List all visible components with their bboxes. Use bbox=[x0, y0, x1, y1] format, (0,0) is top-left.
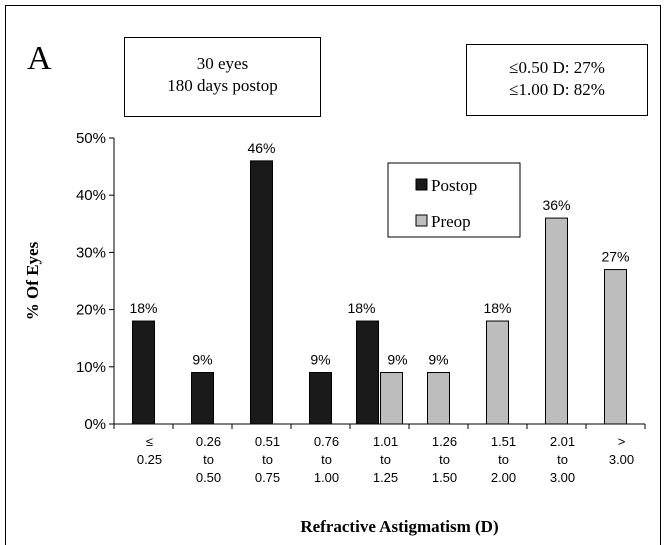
info-box-line-1: 30 eyes bbox=[196, 54, 249, 73]
bar-preop bbox=[604, 269, 627, 425]
data-label: 9% bbox=[192, 352, 212, 368]
panel-label: A bbox=[27, 40, 52, 77]
legend-box bbox=[387, 162, 521, 238]
legend-label-postop: Postop bbox=[431, 176, 477, 195]
data-label: 27% bbox=[601, 249, 629, 265]
stats-box-line-1: ≤0.50 D: 27% bbox=[509, 58, 605, 77]
data-label: 46% bbox=[247, 140, 275, 156]
bar-postop bbox=[309, 372, 332, 425]
legend-swatch-postop bbox=[415, 178, 428, 191]
x-tick-label: 0.76 to 1.00 bbox=[314, 434, 339, 485]
data-label: 9% bbox=[387, 352, 407, 368]
info-box-line-2: 180 days postop bbox=[167, 76, 278, 95]
stats-box-line-2: ≤1.00 D: 82% bbox=[509, 80, 605, 99]
legend-swatch-preop bbox=[415, 214, 428, 227]
bar-preop bbox=[427, 372, 450, 425]
bar-preop bbox=[486, 320, 509, 425]
chart-frame bbox=[5, 5, 661, 545]
x-tick-label: ≤0.25 bbox=[137, 434, 162, 467]
y-tick-label: 30% bbox=[76, 244, 106, 261]
bar-postop bbox=[356, 320, 379, 425]
x-axis-title: Refractive Astigmatism (D) bbox=[300, 517, 498, 536]
data-label: 18% bbox=[483, 300, 511, 316]
y-tick-label: 40% bbox=[76, 187, 106, 204]
stats-box: ≤0.50 D: 27% ≤1.00 D: 82% bbox=[466, 44, 648, 116]
bar-preop bbox=[545, 217, 568, 425]
x-tick-label: 2.01 to 3.00 bbox=[550, 434, 575, 485]
x-tick-label: 0.51 to 0.75 bbox=[255, 434, 280, 485]
bar-postop bbox=[250, 160, 273, 425]
x-tick-label: 1.26 to 1.50 bbox=[432, 434, 457, 485]
bar-postop bbox=[191, 372, 214, 425]
x-tick-label: >3.00 bbox=[609, 434, 634, 467]
data-label: 9% bbox=[428, 352, 448, 368]
x-tick-label: 1.01 to 1.25 bbox=[373, 434, 398, 485]
data-label: 9% bbox=[310, 352, 330, 368]
legend-label-preop: Preop bbox=[431, 212, 471, 231]
y-tick-label: 10% bbox=[76, 359, 106, 376]
x-tick-label: 0.26 to 0.50 bbox=[196, 434, 221, 485]
x-tick-label: 1.51 to 2.00 bbox=[491, 434, 516, 485]
y-tick-label: 0% bbox=[84, 416, 106, 433]
bar-postop bbox=[132, 320, 155, 425]
y-axis-title: % Of Eyes bbox=[23, 241, 42, 320]
data-label: 36% bbox=[542, 197, 570, 213]
info-box: 30 eyes 180 days postop bbox=[124, 37, 321, 117]
bar-preop bbox=[380, 372, 403, 425]
y-tick-label: 20% bbox=[76, 302, 106, 319]
data-label: 18% bbox=[347, 300, 375, 316]
y-tick-label: 50% bbox=[76, 130, 106, 147]
data-label: 18% bbox=[129, 300, 157, 316]
